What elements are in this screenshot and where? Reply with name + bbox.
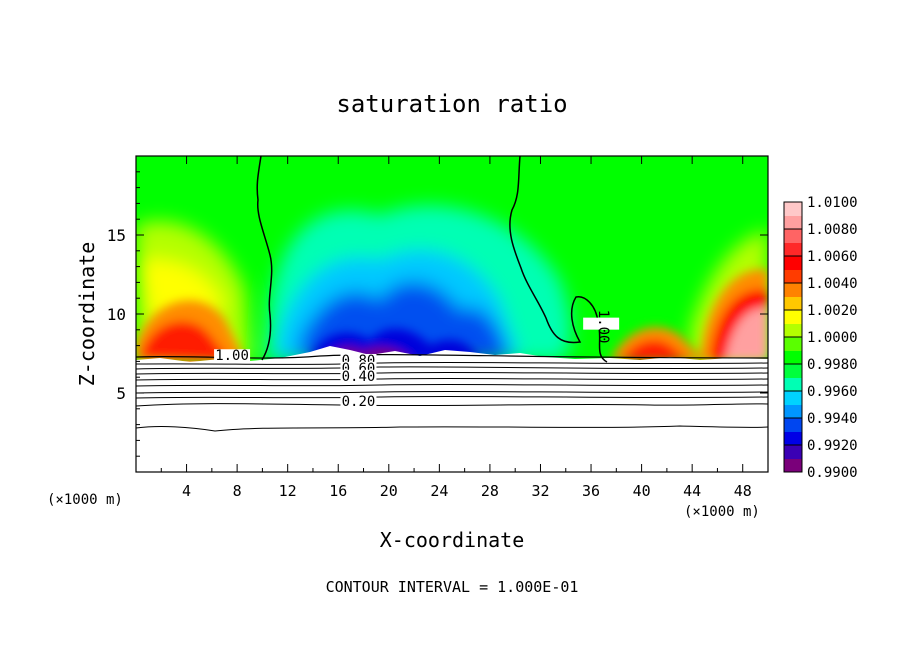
colorbar-tick-label: 0.9900 bbox=[807, 465, 858, 481]
x-tick-label: 32 bbox=[531, 482, 549, 500]
colorbar-segment bbox=[784, 202, 802, 216]
field-red-rightcentre bbox=[620, 340, 690, 361]
x-axis-ticks: 4 8 12 16 20 24 28 32 36 40 44 48 bbox=[160, 156, 752, 500]
footer-contour-interval: CONTOUR INTERVAL = 1.000E-01 bbox=[326, 578, 579, 596]
colorbar-tick-label: 0.9960 bbox=[807, 384, 858, 400]
x-tick-label: 40 bbox=[633, 482, 651, 500]
colorbar-segment bbox=[784, 269, 802, 284]
y-axis-label: Z-coordinate bbox=[75, 242, 99, 387]
y-tick-label: 10 bbox=[107, 305, 126, 324]
x-tick-label: 8 bbox=[233, 482, 242, 500]
colorbar-segment bbox=[784, 337, 802, 351]
colorbar-tick-label: 1.0000 bbox=[807, 330, 858, 346]
colorbar-segment bbox=[784, 283, 802, 297]
x-axis-label: X-coordinate bbox=[380, 528, 525, 552]
contour-0.30 bbox=[136, 395, 768, 399]
x-unit-label-left: (×1000 m) bbox=[47, 492, 123, 508]
colorbar-segment bbox=[784, 445, 802, 459]
x-tick-label: 28 bbox=[481, 482, 499, 500]
x-tick-label: 20 bbox=[380, 482, 398, 500]
y-tick-label: 15 bbox=[107, 226, 126, 245]
x-tick-label: 12 bbox=[279, 482, 297, 500]
colorbar-tick-label: 0.9920 bbox=[807, 438, 858, 454]
contour-label-backdrop bbox=[340, 369, 377, 382]
ground-mask bbox=[136, 346, 768, 472]
contour-0.20 bbox=[136, 403, 768, 407]
contour-0.10 bbox=[136, 425, 768, 432]
colorbar-tick-label: 1.0040 bbox=[807, 276, 858, 292]
y-axis-ticks: 5 10 15 bbox=[107, 171, 768, 457]
x-unit-label-right: (×1000 m) bbox=[684, 504, 760, 520]
colorbar-segment bbox=[784, 377, 802, 392]
x-tick-label: 16 bbox=[329, 482, 347, 500]
contour-0.40 bbox=[136, 390, 768, 394]
contour-label: 1.00 bbox=[215, 348, 249, 364]
colorbar-tick-label: 1.0020 bbox=[807, 303, 858, 319]
colorbar-segment bbox=[784, 391, 802, 405]
plot-area: 1.00 0.800.600.400.201.00 bbox=[136, 156, 768, 472]
x-tick-label: 44 bbox=[683, 482, 701, 500]
contour-labels: 1.00 0.800.600.400.201.00 bbox=[214, 310, 620, 410]
colorbar-segment bbox=[784, 215, 802, 230]
colorbar-segment bbox=[784, 296, 802, 311]
colorbar: 1.0100 1.0080 1.0060 1.0040 1.0020 1.0000 0.99… bbox=[783, 195, 858, 481]
contour-label: 0.20 bbox=[342, 394, 376, 410]
colorbar-segment bbox=[784, 431, 802, 446]
x-tick-label: 24 bbox=[430, 482, 448, 500]
contour-label-backdrop bbox=[214, 349, 251, 362]
chart-title: saturation ratio bbox=[336, 90, 567, 118]
colorbar-segment bbox=[784, 310, 802, 324]
contour-0.90 bbox=[136, 361, 768, 365]
colorbar-tick-label: 1.0080 bbox=[807, 222, 858, 238]
colorbar-segment bbox=[784, 323, 802, 338]
saturation-field bbox=[136, 156, 768, 472]
field-red-left bbox=[140, 321, 230, 361]
colorbar-segment bbox=[784, 256, 802, 270]
colorbar-tick-label: 0.9940 bbox=[807, 411, 858, 427]
colorbar-segment bbox=[784, 458, 802, 473]
contour-label-backdrop bbox=[583, 317, 620, 330]
colorbar-segment bbox=[784, 229, 802, 243]
colorbar-tick-label: 1.0100 bbox=[807, 195, 858, 211]
contour-1.00-left bbox=[256, 156, 273, 361]
colorbar-segment bbox=[784, 242, 802, 257]
contour-0.80 bbox=[136, 366, 768, 370]
colorbar-tick-label: 1.0060 bbox=[807, 249, 858, 265]
contour-label-backdrop bbox=[340, 395, 377, 408]
contour-0.50 bbox=[136, 383, 768, 387]
y-tick-label: 5 bbox=[116, 384, 126, 403]
contour-label: 0.40 bbox=[342, 369, 376, 385]
colorbar-segment bbox=[784, 404, 802, 419]
colorbar-segment bbox=[784, 418, 802, 432]
field-pink-right bbox=[725, 307, 768, 361]
colorbar-segment bbox=[784, 350, 802, 365]
contour-label: 1.00 bbox=[595, 310, 611, 344]
colorbar-tick-label: 0.9980 bbox=[807, 357, 858, 373]
x-tick-label: 48 bbox=[734, 482, 752, 500]
contour-0.60 bbox=[136, 377, 768, 381]
colorbar-segment bbox=[784, 364, 802, 378]
x-tick-label: 4 bbox=[182, 482, 191, 500]
x-tick-label: 36 bbox=[582, 482, 600, 500]
contour-0.70 bbox=[136, 371, 768, 375]
